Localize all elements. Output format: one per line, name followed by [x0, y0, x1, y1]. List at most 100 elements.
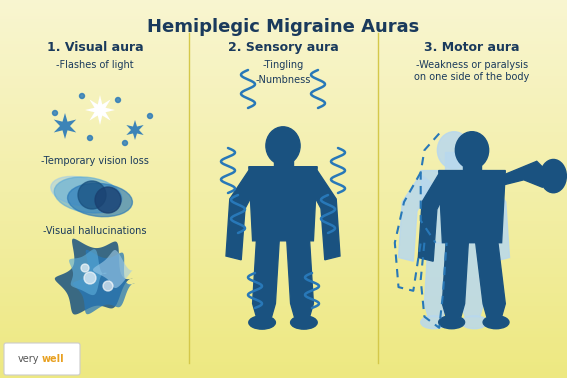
- Circle shape: [103, 281, 113, 291]
- Bar: [0, 47, 567, 50]
- Bar: [0, 170, 567, 173]
- Bar: [0, 9, 567, 12]
- Bar: [0, 246, 567, 249]
- Bar: [445, 152, 463, 170]
- Bar: [0, 139, 567, 142]
- Text: -Flashes of light: -Flashes of light: [56, 60, 134, 70]
- Bar: [0, 94, 567, 98]
- Bar: [0, 0, 567, 3]
- Bar: [0, 123, 567, 126]
- Polygon shape: [73, 250, 135, 314]
- Bar: [0, 369, 567, 372]
- Text: -Numbness: -Numbness: [255, 75, 311, 85]
- Text: 2. Sensory aura: 2. Sensory aura: [227, 41, 338, 54]
- Bar: [0, 343, 567, 347]
- Polygon shape: [93, 250, 133, 288]
- Bar: [0, 142, 567, 145]
- Bar: [0, 120, 567, 123]
- Bar: [0, 252, 567, 255]
- Polygon shape: [226, 170, 260, 260]
- Ellipse shape: [249, 316, 276, 329]
- Bar: [0, 359, 567, 362]
- Bar: [0, 16, 567, 19]
- Bar: [0, 227, 567, 230]
- Bar: [0, 340, 567, 343]
- Bar: [0, 107, 567, 110]
- Bar: [0, 198, 567, 201]
- Text: 3. Motor aura: 3. Motor aura: [424, 41, 520, 54]
- Bar: [0, 50, 567, 54]
- Bar: [463, 152, 481, 170]
- Bar: [0, 98, 567, 101]
- Bar: [0, 277, 567, 280]
- Bar: [0, 305, 567, 309]
- Bar: [0, 154, 567, 158]
- Bar: [0, 167, 567, 170]
- Bar: [0, 161, 567, 164]
- Bar: [0, 318, 567, 321]
- Bar: [0, 177, 567, 180]
- Text: -Tingling: -Tingling: [263, 60, 303, 70]
- Bar: [0, 151, 567, 154]
- Polygon shape: [253, 241, 279, 317]
- Bar: [0, 372, 567, 375]
- Bar: [0, 66, 567, 69]
- Circle shape: [79, 93, 84, 99]
- Polygon shape: [126, 120, 143, 140]
- Bar: [0, 239, 567, 243]
- Bar: [0, 350, 567, 353]
- Bar: [0, 315, 567, 318]
- Bar: [0, 293, 567, 296]
- Text: -Weakness or paralysis
on one side of the body: -Weakness or paralysis on one side of th…: [414, 60, 530, 82]
- FancyBboxPatch shape: [4, 343, 80, 375]
- Bar: [0, 189, 567, 192]
- Bar: [0, 113, 567, 116]
- Bar: [0, 82, 567, 85]
- Bar: [0, 208, 567, 211]
- Bar: [0, 331, 567, 334]
- Bar: [0, 214, 567, 217]
- Bar: [0, 85, 567, 88]
- Bar: [0, 164, 567, 167]
- Ellipse shape: [437, 132, 471, 169]
- Polygon shape: [494, 161, 549, 187]
- Bar: [0, 195, 567, 198]
- Bar: [0, 274, 567, 277]
- Polygon shape: [476, 174, 510, 261]
- Polygon shape: [88, 98, 112, 122]
- Polygon shape: [249, 167, 317, 241]
- Bar: [0, 211, 567, 214]
- Ellipse shape: [67, 183, 133, 217]
- Bar: [0, 375, 567, 378]
- Polygon shape: [421, 170, 487, 243]
- Bar: [0, 73, 567, 76]
- Bar: [0, 296, 567, 299]
- Bar: [0, 258, 567, 262]
- Bar: [0, 129, 567, 132]
- Text: -Temporary vision loss: -Temporary vision loss: [41, 156, 149, 166]
- Bar: [0, 180, 567, 183]
- Ellipse shape: [462, 316, 487, 329]
- Text: very: very: [18, 354, 40, 364]
- Polygon shape: [54, 113, 76, 139]
- Bar: [0, 25, 567, 28]
- Polygon shape: [442, 243, 468, 317]
- Bar: [0, 201, 567, 205]
- Circle shape: [116, 98, 121, 102]
- Bar: [0, 362, 567, 366]
- Circle shape: [84, 272, 96, 284]
- Ellipse shape: [483, 316, 509, 329]
- Bar: [0, 3, 567, 6]
- Ellipse shape: [95, 187, 121, 213]
- Bar: [0, 41, 567, 44]
- Bar: [0, 280, 567, 284]
- Polygon shape: [476, 243, 505, 317]
- Bar: [0, 262, 567, 265]
- Bar: [0, 356, 567, 359]
- Bar: [0, 366, 567, 369]
- Polygon shape: [425, 243, 450, 317]
- Bar: [0, 217, 567, 220]
- Bar: [0, 284, 567, 287]
- Bar: [0, 31, 567, 35]
- Text: Hemiplegic Migraine Auras: Hemiplegic Migraine Auras: [147, 18, 419, 36]
